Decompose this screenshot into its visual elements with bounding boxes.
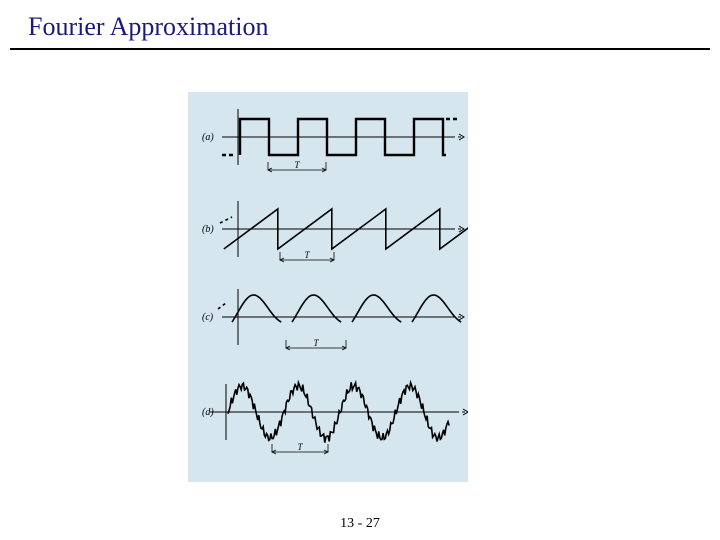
figure-container: (a)T(b)T(c)T(d)T (188, 92, 468, 482)
svg-text:(c): (c) (202, 312, 214, 323)
svg-text:(a): (a) (202, 132, 214, 143)
page-number: 13 - 27 (0, 516, 720, 532)
page-title: Fourier Approximation (28, 12, 268, 42)
svg-text:(d): (d) (202, 407, 214, 418)
fourier-diagram: (a)T(b)T(c)T(d)T (188, 92, 468, 482)
title-rule (10, 48, 710, 50)
svg-text:(b): (b) (202, 224, 214, 235)
